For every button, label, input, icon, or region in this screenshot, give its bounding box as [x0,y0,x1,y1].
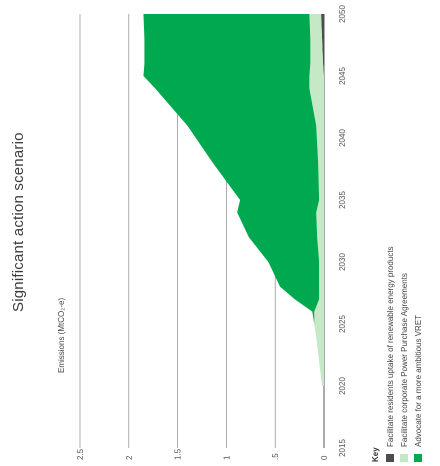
y-tick-label: 1 [222,455,231,460]
y-tick-label: 0 [320,455,329,460]
legend-swatch [400,454,408,462]
area-band-1 [321,14,324,386]
x-tick-label: 2035 [338,191,347,209]
legend-label: Facilitate corporate Power Purchase Agre… [400,273,409,447]
legend-swatch [414,454,422,462]
chart-title: Significant action scenario [10,132,27,312]
x-tick-label: 2030 [338,253,347,271]
x-tick-label: 2050 [338,5,347,23]
legend-label: Facilitate residents uptake of renewable… [386,246,395,447]
y-tick-label: 2.5 [76,448,85,460]
x-tick-label: 2040 [338,129,347,147]
x-tick-label: 2020 [338,377,347,395]
axis-ticks: 0 .5 1 1.5 2 2.5 2015 2020 2025 2030 2035 2040 2045 2… [76,5,347,460]
legend-swatch [386,454,394,462]
area-band-3 [143,14,323,386]
area-band-2 [309,14,324,386]
x-tick-label: 2025 [338,315,347,333]
y-axis-label: Emissions (MtCO₂-e) [57,297,66,373]
y-tick-label: 2 [125,455,134,460]
area-series [143,14,324,386]
x-tick-label: 2045 [338,67,347,85]
legend-label: Advocate for a more ambitious VRET [414,314,423,447]
legend-title: Key [371,447,380,462]
x-tick-label: 2015 [338,439,347,457]
y-tick-label: 1.5 [174,448,183,460]
y-tick-label: .5 [271,453,280,460]
